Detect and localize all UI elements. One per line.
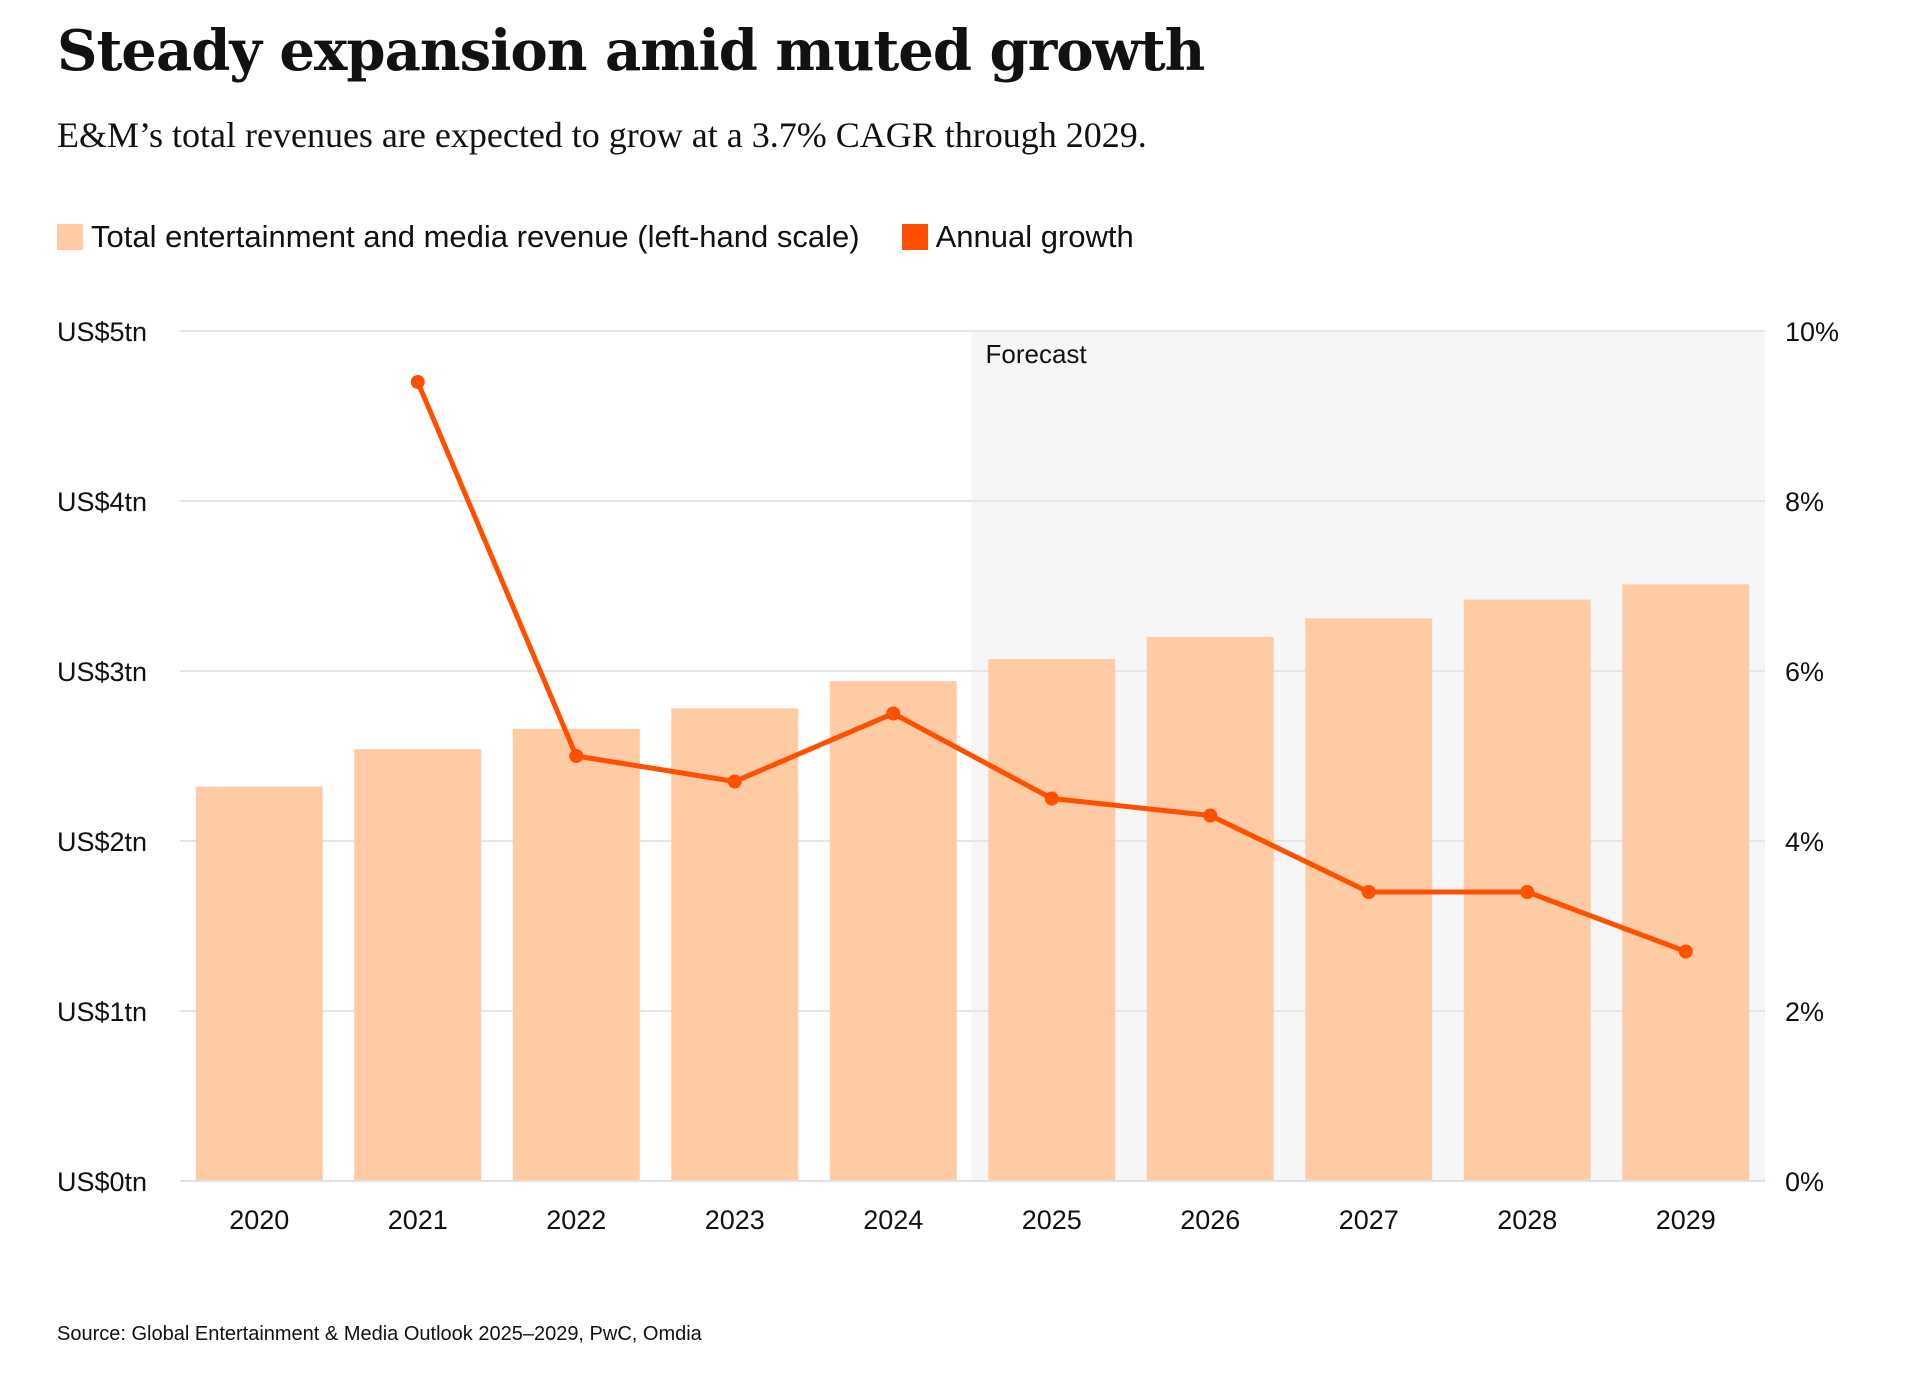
legend-label-growth: Annual growth — [935, 219, 1134, 254]
right-axis-tick-label: 0% — [1785, 1167, 1824, 1197]
x-axis-tick-label: 2020 — [229, 1205, 289, 1235]
bar-2025 — [988, 659, 1116, 1181]
bar-2021 — [354, 749, 482, 1181]
right-axis-tick-label: 2% — [1785, 997, 1824, 1027]
x-axis-tick-label: 2029 — [1656, 1205, 1716, 1235]
growth-point-2021 — [410, 375, 425, 389]
bar-2027 — [1305, 618, 1433, 1181]
growth-point-2023 — [727, 774, 742, 789]
growth-point-2026 — [1203, 808, 1218, 823]
x-axis-tick-label: 2023 — [705, 1205, 765, 1235]
x-axis-tick-label: 2026 — [1180, 1205, 1240, 1235]
left-axis-tick-label: US$5tn — [57, 317, 147, 347]
legend-swatch-growth — [901, 224, 928, 250]
legend-item-revenue: Total entertainment and media revenue (l… — [57, 219, 860, 255]
legend-label-revenue: Total entertainment and media revenue (l… — [91, 219, 860, 254]
bar-2024 — [829, 681, 957, 1181]
right-axis-tick-label: 6% — [1785, 657, 1824, 687]
growth-point-2022 — [569, 749, 584, 763]
right-axis-tick-label: 10% — [1785, 317, 1839, 347]
left-axis-tick-label: US$3tn — [57, 657, 147, 687]
growth-point-2028 — [1520, 885, 1535, 899]
x-axis-tick-label: 2022 — [546, 1205, 606, 1235]
growth-point-2024 — [886, 706, 901, 721]
right-axis-tick-label: 8% — [1785, 487, 1824, 517]
left-axis-tick-label: US$1tn — [57, 997, 147, 1027]
x-axis-tick-label: 2024 — [863, 1205, 923, 1235]
left-axis-tick-label: US$0tn — [57, 1167, 147, 1197]
legend-swatch-revenue — [57, 224, 83, 250]
chart-title: Steady expansion amid muted growth — [57, 18, 1205, 84]
growth-point-2029 — [1678, 944, 1693, 959]
bar-2026 — [1146, 637, 1274, 1181]
source-note: Source: Global Entertainment & Media Out… — [57, 1323, 702, 1345]
legend: Total entertainment and media revenue (l… — [57, 219, 1176, 255]
left-axis-tick-label: US$2tn — [57, 827, 147, 857]
growth-point-2025 — [1044, 791, 1059, 806]
x-axis-tick-label: 2021 — [388, 1205, 448, 1235]
legend-item-growth: Annual growth — [901, 219, 1134, 255]
bar-2020 — [195, 786, 323, 1181]
bar-2022 — [512, 728, 640, 1181]
right-axis-tick-label: 4% — [1785, 827, 1824, 857]
bar-2029 — [1622, 584, 1750, 1181]
x-axis-tick-label: 2027 — [1339, 1205, 1399, 1235]
x-axis-tick-label: 2025 — [1022, 1205, 1082, 1235]
chart-subtitle: E&M’s total revenues are expected to gro… — [57, 115, 1147, 155]
x-axis-tick-label: 2028 — [1497, 1205, 1557, 1235]
left-axis-tick-label: US$4tn — [57, 487, 147, 517]
forecast-label: Forecast — [986, 339, 1088, 369]
growth-point-2027 — [1361, 885, 1376, 899]
